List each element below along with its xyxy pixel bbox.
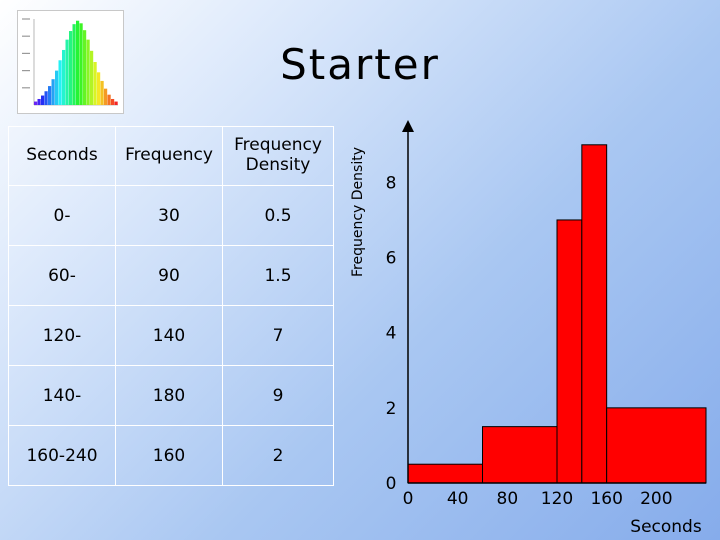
table-row: 140- 180 9 [8,365,334,426]
histogram-thumbnail [17,10,124,114]
thumb-bar [48,86,52,105]
x-tick-label-5: 200 [640,489,672,509]
x-axis-title: Seconds [630,517,702,537]
y-tick-label-1: 2 [386,399,397,419]
thumb-bar [100,80,104,105]
histogram-bar-0 [407,463,483,484]
thumb-bar [72,24,76,105]
cell-density: 2 [222,425,334,486]
histogram-bar-4 [606,407,707,484]
y-axis-title: Frequency Density [350,147,366,277]
thumb-bar [37,98,41,105]
thumb-bar [76,20,80,105]
page-title: Starter [280,40,440,89]
thumb-bar [83,30,87,105]
cell-seconds: 160-240 [8,425,116,486]
thumb-bar [58,60,62,105]
table-row: 160-240 160 2 [8,425,334,486]
header-frequency-density: Frequency Density [222,126,334,186]
thumb-bar [79,23,83,105]
histogram-bar-2 [556,219,583,484]
table-row: 0- 30 0.5 [8,185,334,246]
thumb-bar [90,50,94,105]
y-tick-label-0: 0 [386,474,397,494]
histogram-bar-1 [482,426,558,484]
histogram-thumbnail-icon [22,18,118,106]
x-tick-label-2: 80 [497,489,519,509]
cell-frequency: 90 [115,245,223,306]
table-header-row: Seconds Frequency Frequency Density [8,126,334,186]
frequency-table: Seconds Frequency Frequency Density 0- 3… [8,126,334,486]
cell-frequency: 30 [115,185,223,246]
x-tick-label-3: 120 [541,489,573,509]
y-tick-label-3: 6 [386,249,397,269]
thumb-bar [97,72,101,105]
y-tick-label-4: 8 [386,173,397,193]
thumb-bar [44,91,48,105]
x-tick-label-1: 40 [447,489,469,509]
table-row: 120- 140 7 [8,305,334,366]
cell-density: 7 [222,305,334,366]
cell-frequency: 180 [115,365,223,426]
x-tick-label-0: 0 [403,489,414,509]
thumb-bar [65,39,69,105]
cell-seconds: 60- [8,245,116,306]
cell-frequency: 160 [115,425,223,486]
thumb-bar [114,101,118,105]
histogram-bar-3 [581,144,608,484]
cell-seconds: 120- [8,305,116,366]
cell-density: 1.5 [222,245,334,306]
thumb-bar [86,39,90,105]
thumb-bar [93,62,97,105]
cell-density: 9 [222,365,334,426]
x-tick-label-4: 160 [590,489,622,509]
thumb-bar [41,95,45,105]
cell-seconds: 140- [8,365,116,426]
cell-seconds: 0- [8,185,116,246]
thumb-bar [62,49,66,105]
thumb-bar [69,31,73,105]
y-tick-label-2: 4 [386,324,397,344]
cell-frequency: 140 [115,305,223,366]
thumb-bar [111,98,115,105]
thumb-bar [107,94,111,105]
thumb-bar [104,88,108,105]
thumb-bar [51,79,55,105]
thumb-bar [34,101,38,105]
thumb-bar [55,70,59,105]
cell-density: 0.5 [222,185,334,246]
table-row: 60- 90 1.5 [8,245,334,306]
